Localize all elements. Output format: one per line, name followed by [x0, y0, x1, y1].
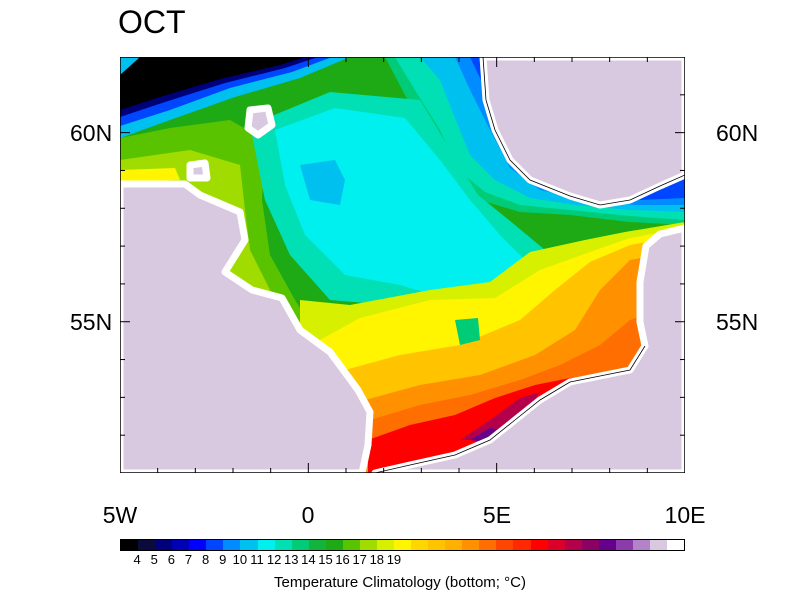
colorbar-title: Temperature Climatology (bottom; °C)	[274, 574, 526, 591]
colorbar-swatch	[155, 540, 173, 550]
coastlines	[374, 57, 685, 473]
colorbar-label: 8	[201, 552, 210, 567]
colorbar-label: 4	[133, 552, 141, 567]
lon-label-10e: 10E	[664, 502, 706, 528]
colorbar-label: 18	[369, 552, 385, 567]
colorbar-swatch	[291, 540, 309, 550]
colorbar-swatch	[615, 540, 633, 550]
colorbar-swatch	[598, 540, 616, 550]
colorbar-swatch	[581, 540, 599, 550]
temperature-map	[120, 57, 685, 473]
colorbar-label: 17	[352, 552, 367, 567]
colorbar-swatch	[257, 540, 275, 550]
colorbar-swatch	[394, 540, 412, 550]
colorbar-swatch	[496, 540, 514, 550]
colorbar-swatch	[189, 540, 207, 550]
land-britain	[120, 180, 374, 473]
colorbar-swatch	[206, 540, 224, 550]
colorbar-label: 5	[150, 552, 158, 567]
warm-purple	[470, 428, 500, 442]
lat-label-right-55n: 55N	[716, 309, 759, 335]
colorbar-swatch	[428, 540, 446, 550]
central-cyan	[275, 108, 525, 300]
nw-corner-cyan	[120, 57, 140, 75]
colorbar-swatch	[547, 540, 565, 550]
colorbar-swatch	[445, 540, 463, 550]
colorbar-label: 19	[386, 552, 402, 567]
colorbar	[120, 539, 685, 551]
lon-label-0: 0	[301, 502, 315, 528]
land-orkney	[186, 159, 211, 182]
colorbar-swatch	[240, 540, 258, 550]
dogger-bank	[455, 318, 480, 345]
colorbar-label: 13	[283, 552, 299, 567]
central-blue	[300, 160, 345, 205]
colorbar-label: 6	[167, 552, 175, 567]
colorbar-label: 14	[301, 552, 316, 567]
colorbar-label: 11	[250, 552, 264, 567]
colorbar-swatch	[632, 540, 650, 550]
colorbar-swatch	[342, 540, 360, 550]
colorbar-swatch	[513, 540, 531, 550]
colorbar-swatch	[649, 540, 667, 550]
colorbar-swatch	[138, 540, 156, 550]
colorbar-label: 7	[184, 552, 193, 567]
colorbar-swatch	[564, 540, 582, 550]
colorbar-swatch	[667, 540, 685, 550]
colorbar-label: 10	[232, 552, 248, 567]
colorbar-swatch	[462, 540, 480, 550]
colorbar-label: 9	[219, 552, 227, 567]
cold-water-black	[120, 57, 305, 110]
west-yellow	[120, 168, 180, 182]
colorbar-swatch	[411, 540, 429, 550]
colorbar-label: 15	[318, 552, 333, 567]
lat-label-left-55n: 55N	[70, 309, 113, 335]
colorbar-swatch	[308, 540, 326, 550]
colorbar-swatch	[325, 540, 343, 550]
colorbar-swatch	[530, 540, 548, 550]
colorbar-swatch	[359, 540, 377, 550]
colorbar-swatch	[274, 540, 292, 550]
lat-label-right-60n: 60N	[716, 120, 759, 146]
warm-crimson	[460, 392, 540, 440]
map-title: OCT	[118, 4, 186, 40]
land-shetland	[244, 104, 276, 139]
colorbar-label: 12	[266, 552, 282, 567]
lon-label-5e: 5E	[482, 502, 512, 528]
lon-label-5w: 5W	[102, 502, 138, 528]
colorbar-swatch	[121, 540, 139, 550]
colorbar-label: 16	[335, 552, 350, 567]
axis-ticks	[120, 57, 685, 473]
colorbar-swatch	[172, 540, 190, 550]
colorbar-swatch	[376, 540, 394, 550]
colorbar-swatch	[223, 540, 241, 550]
lat-label-left-60n: 60N	[70, 120, 113, 146]
colorbar-swatch	[479, 540, 497, 550]
